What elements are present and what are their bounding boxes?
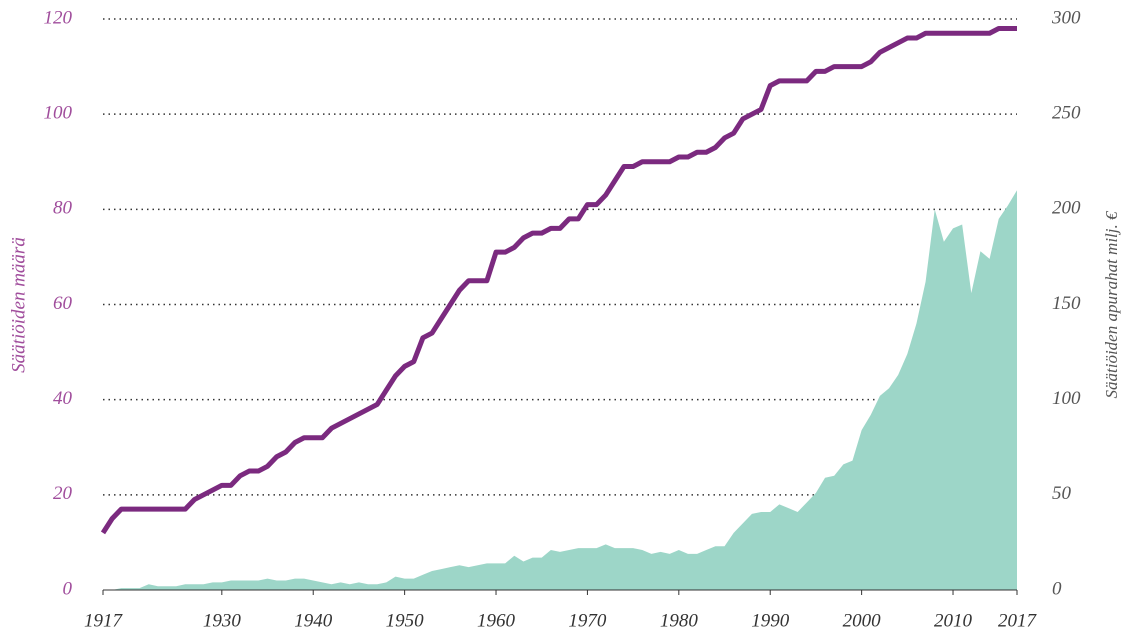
y2-tick-label: 150 bbox=[1052, 293, 1081, 314]
x-tick-label: 1990 bbox=[751, 610, 790, 631]
x-tick-label: 2010 bbox=[934, 610, 973, 631]
y-tick-label: 100 bbox=[44, 103, 73, 124]
x-tick-label: 1960 bbox=[477, 610, 516, 631]
y2-tick-label: 200 bbox=[1052, 198, 1081, 219]
y-tick-label: 40 bbox=[53, 388, 73, 409]
x-tick-label: 1980 bbox=[660, 610, 699, 631]
x-tick-label: 2017 bbox=[998, 610, 1038, 631]
x-tick-label: 1940 bbox=[294, 610, 333, 631]
y2-axis-label: Säätiöiden apurahat milj. € bbox=[1102, 210, 1121, 399]
line bbox=[100, 26, 1017, 535]
y-tick-label: 20 bbox=[53, 483, 73, 504]
y2-tick-label: 50 bbox=[1052, 483, 1072, 504]
x-tick-label: 1970 bbox=[568, 610, 607, 631]
x-tick-label: 1917 bbox=[84, 610, 124, 631]
y-tick-label: 60 bbox=[53, 293, 73, 314]
area bbox=[103, 190, 1017, 591]
y-axis-label: Säätiöiden määrä bbox=[8, 237, 29, 373]
x-tick-label: 1950 bbox=[386, 610, 425, 631]
y2-tick-label: 300 bbox=[1051, 7, 1081, 28]
y2-tick-label: 0 bbox=[1052, 578, 1062, 599]
y2-tick-label: 250 bbox=[1052, 103, 1081, 124]
x-tick-label: 2000 bbox=[843, 610, 882, 631]
y2-tick-label: 100 bbox=[1052, 388, 1081, 409]
y-tick-label: 0 bbox=[63, 578, 73, 599]
x-tick-label: 1930 bbox=[203, 610, 242, 631]
y-tick-label: 80 bbox=[53, 198, 73, 219]
y-tick-label: 120 bbox=[44, 7, 73, 28]
